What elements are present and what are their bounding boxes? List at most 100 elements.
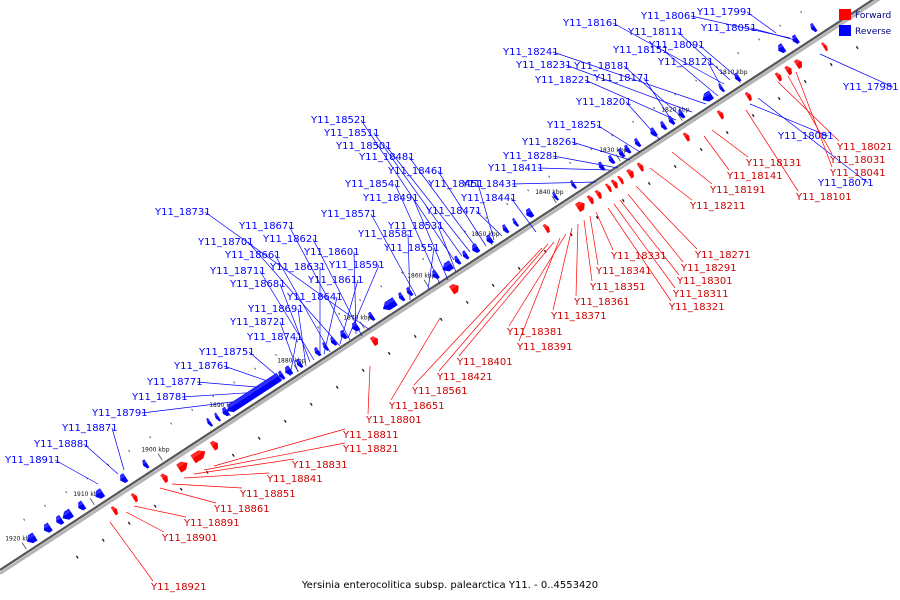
reverse-gene-label: Y11_18661 [224,250,281,261]
minor-tick [439,317,443,321]
minor-tick [758,38,761,41]
reverse-gene-label: Y11_18611 [307,275,364,286]
forward-gene-label: Y11_18361 [573,297,630,308]
reverse-gene-arrow [810,22,818,33]
reverse-gene-label: Y11_18581 [357,229,414,240]
reverse-gene-label: Y11_18491 [362,193,419,204]
reverse-gene-label: Y11_18871 [61,423,118,434]
reverse-gene-label: Y11_18571 [320,209,377,220]
reverse-gene-label: Y11_18731 [154,207,211,218]
minor-tick [517,266,521,271]
reverse-gene-label: Y11_18471 [425,206,482,217]
reverse-gene-label: Y11_17981 [842,82,899,93]
reverse-gene-arrow [608,154,616,165]
minor-tick [191,408,194,411]
minor-tick [751,113,755,118]
tick-label: 1910 kbp [73,491,101,498]
minor-tick [149,436,152,439]
minor-tick [527,189,530,192]
reverse-leader-line [323,296,338,355]
reverse-leader-line [565,64,693,113]
minor-tick [800,10,803,14]
reverse-gene-arrow [225,372,282,413]
minor-tick [128,449,131,453]
minor-tick [275,353,278,357]
minor-tick [101,538,105,542]
reverse-gene-label: Y11_18061 [640,11,697,22]
minor-tick [725,130,729,135]
tick-mark [423,279,429,287]
reverse-gene-arrow [512,217,520,227]
reverse-leader-line [537,167,611,171]
forward-leader-line [627,193,684,263]
reverse-gene-label: Y11_18631 [269,262,326,273]
minor-tick [338,312,341,315]
forward-leader-line [607,207,672,302]
forward-gene-arrow [160,473,168,484]
forward-leader-line [125,511,165,533]
reverse-leader-line [757,97,869,184]
reverse-leader-line [477,183,495,241]
reverse-gene-arrow [791,34,800,44]
reverse-leader-line [408,156,479,251]
reverse-gene-label: Y11_18081 [777,131,834,142]
minor-tick [257,436,261,440]
reverse-gene-label: Y11_18281 [502,151,559,162]
tick-label: 1920 kbp [5,535,33,542]
forward-leader-line [711,129,749,158]
reverse-gene-label: Y11_18681 [229,279,286,290]
forward-gene-label: Y11_18421 [436,372,493,383]
forward-gene-label: Y11_18831 [291,460,348,471]
forward-leader-line [745,109,799,192]
minor-tick [413,334,417,338]
figure-caption: Yersinia enterocolitica subsp. palearcti… [301,580,598,591]
reverse-leader-line [111,427,125,471]
minor-tick [632,120,635,123]
reverse-leader-line [571,141,631,161]
reverse-leader-line [259,270,315,361]
minor-tick [233,381,236,384]
tick-mark [677,113,683,121]
minor-tick [621,198,625,203]
minor-tick [647,181,651,186]
forward-gene-arrow [610,179,618,189]
forward-gene-arrow [793,59,803,70]
reverse-gene-arrow [284,365,294,376]
reverse-gene-label: Y11_18511 [323,128,380,139]
forward-gene-arrow [821,42,828,52]
reverse-gene-label: Y11_18111 [627,27,684,38]
backbone-group [0,0,881,575]
forward-leader-line [193,458,295,475]
reverse-leader-line [289,336,298,377]
forward-gene-label: Y11_18371 [550,311,607,322]
reverse-leader-line [279,283,311,363]
reverse-gene-label: Y11_18671 [238,221,295,232]
minor-tick [75,555,79,559]
reverse-gene-label: Y11_18201 [575,97,632,108]
minor-tick [380,285,383,288]
reverse-gene-label: Y11_18261 [521,137,578,148]
forward-gene-arrow [110,506,118,516]
reverse-gene-label: Y11_18701 [197,237,254,248]
backbone-shadow [0,0,881,575]
reverse-leader-line [749,103,829,137]
forward-gene-label: Y11_18861 [213,504,270,515]
forward-leader-line [552,227,573,311]
forward-gene-label: Y11_18021 [836,142,893,153]
forward-leader-line [635,185,698,250]
tick-label: 1870 kbp [343,314,371,321]
reverse-gene-label: Y11_17991 [696,7,753,18]
reverse-leader-line [370,213,417,297]
reverse-gene-label: Y11_18231 [515,60,572,71]
forward-gene-arrow [617,175,624,185]
forward-gene-label: Y11_18321 [668,302,725,313]
gene-arrows-group [25,22,828,544]
minor-tick [309,402,313,406]
forward-gene-label: Y11_18331 [610,251,667,262]
forward-gene-label: Y11_18801 [365,415,422,426]
reverse-gene-label: Y11_18461 [387,166,444,177]
reverse-gene-label: Y11_18241 [502,47,559,58]
reverse-gene-label: Y11_18071 [817,178,874,189]
